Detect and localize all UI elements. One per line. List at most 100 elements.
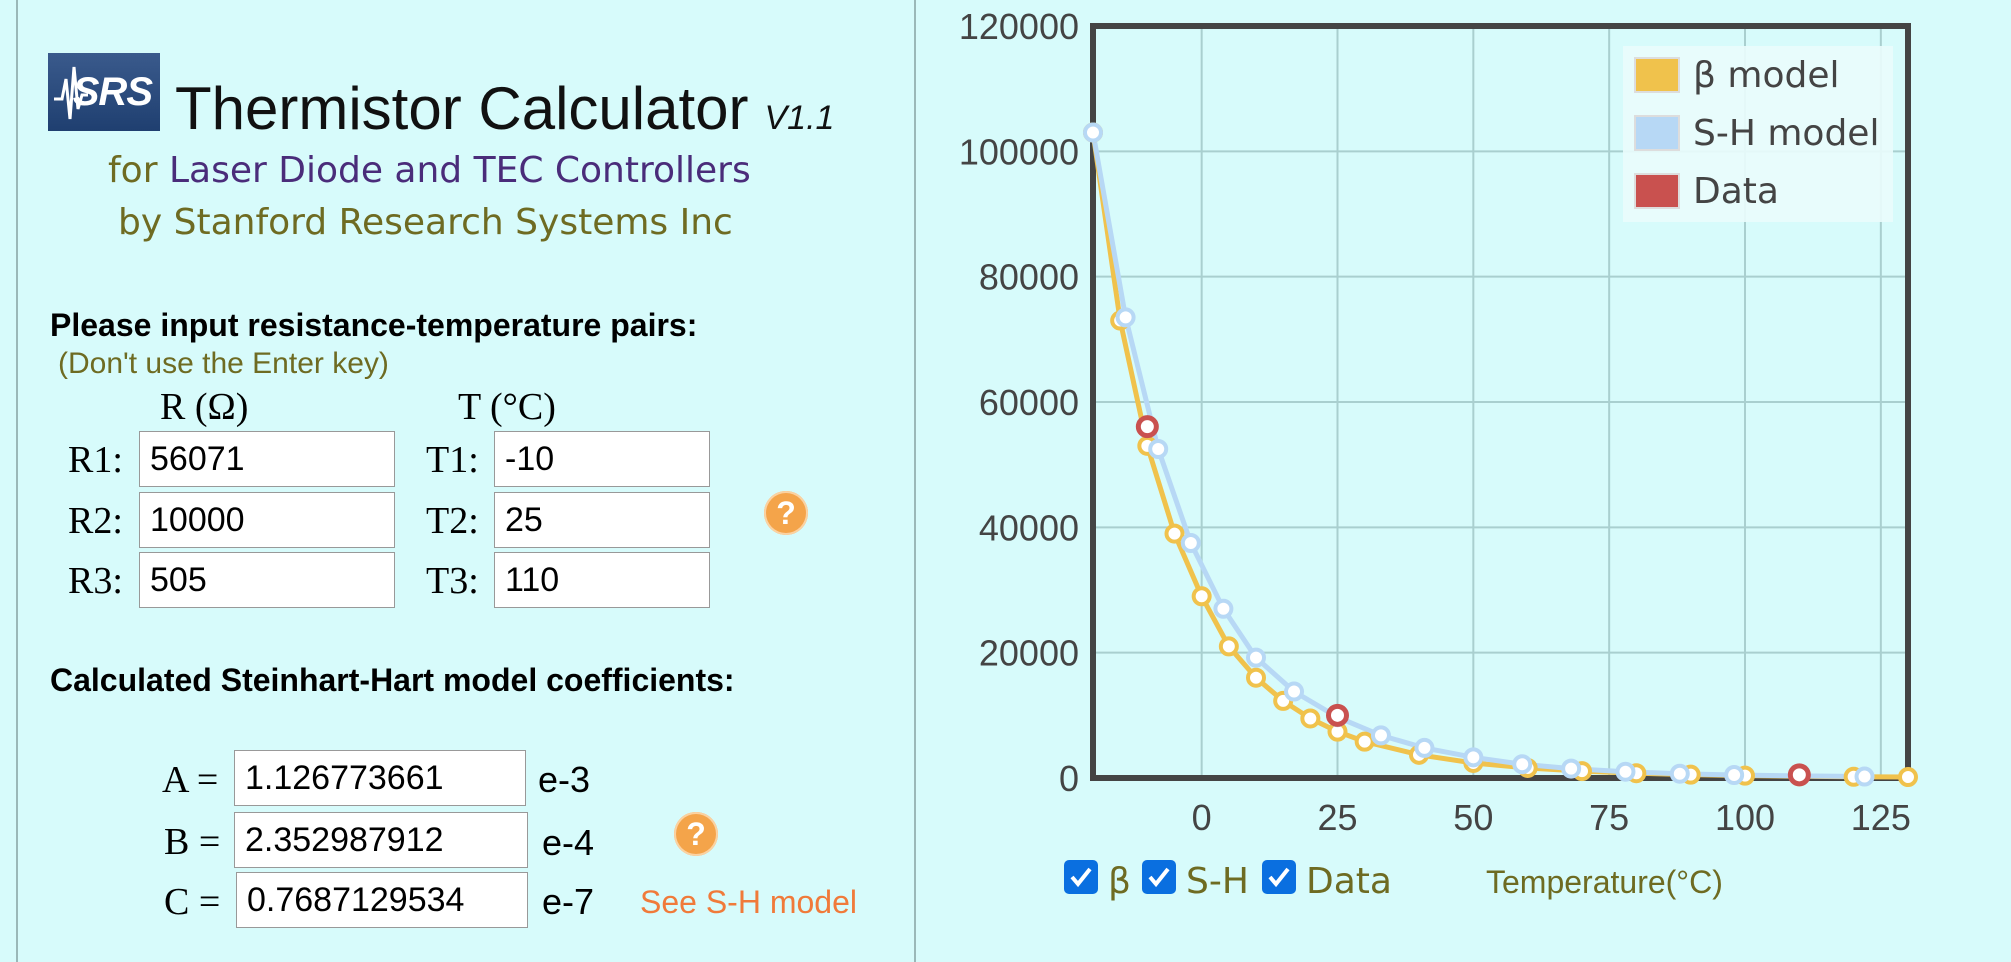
- page-title: Thermistor Calculator V1.1: [175, 74, 834, 143]
- logo-text: SRS: [72, 69, 153, 114]
- legend-label: β model: [1693, 55, 1840, 96]
- r2-label: R2:: [68, 500, 123, 542]
- sh-model-point[interactable]: [1414, 737, 1435, 758]
- beta-model-point[interactable]: [1300, 708, 1321, 729]
- y-tick-label: 20000: [979, 633, 1079, 674]
- r3-input[interactable]: [139, 552, 395, 608]
- coef-c-label: C =: [164, 881, 221, 923]
- legend-label: Data: [1693, 171, 1779, 212]
- measured-data-point[interactable]: [1787, 763, 1811, 787]
- t2-input[interactable]: [494, 492, 710, 548]
- version-label: V1.1: [764, 99, 835, 137]
- checkmark-icon: [1268, 867, 1290, 888]
- r1-label: R1:: [68, 439, 123, 481]
- data-toggle-label: Data: [1306, 861, 1392, 902]
- r3-label: R3:: [68, 560, 123, 602]
- checkmark-icon: [1070, 867, 1092, 888]
- y-tick-label: 60000: [979, 382, 1079, 423]
- beta-model-point[interactable]: [1898, 767, 1918, 788]
- legend-swatch: [1634, 173, 1680, 209]
- beta-model-point[interactable]: [1218, 636, 1239, 657]
- t1-label: T1:: [426, 439, 479, 481]
- data-checkbox[interactable]: [1262, 860, 1296, 894]
- y-tick-label: 0: [1059, 758, 1079, 799]
- beta-model-point[interactable]: [1354, 731, 1375, 752]
- r2-input[interactable]: [139, 492, 395, 548]
- input-help-icon[interactable]: ?: [764, 491, 808, 535]
- legend-swatch: [1634, 57, 1680, 93]
- x-tick-label: 0: [1192, 797, 1212, 838]
- coef-b-value[interactable]: [234, 812, 528, 868]
- coefficients-help-icon[interactable]: ?: [674, 812, 718, 856]
- title-text: Thermistor Calculator: [175, 75, 749, 142]
- sh-model-point[interactable]: [1463, 747, 1484, 768]
- beta-toggle-label: β: [1108, 861, 1131, 902]
- coef-a-value[interactable]: [234, 750, 526, 806]
- t3-input[interactable]: [494, 552, 710, 608]
- chart-area: 0 20000 40000 60000 80000 100000 120000 0 25 50 75…: [918, 0, 2011, 962]
- help-glyph: ?: [776, 494, 796, 531]
- coef-b-label: B =: [164, 821, 221, 863]
- measured-data-point[interactable]: [1326, 703, 1349, 727]
- srs-logo: SRS: [48, 53, 160, 131]
- sh-model-point[interactable]: [1180, 533, 1201, 553]
- subtitle-controllers: for Laser Diode and TEC Controllers: [108, 150, 751, 191]
- coef-a-exponent: e-3: [538, 759, 591, 800]
- y-tick-label: 80000: [979, 257, 1079, 298]
- y-tick-label: 120000: [959, 6, 1079, 47]
- sh-model-point[interactable]: [1083, 122, 1103, 143]
- resistance-temperature-chart: 0 20000 40000 60000 80000 100000 120000 0 25 50 75…: [959, 6, 1918, 838]
- subtitle-company: by Stanford Research Systems Inc: [118, 202, 733, 243]
- sh-model-point[interactable]: [1512, 754, 1533, 775]
- sh-model-point[interactable]: [1246, 647, 1266, 668]
- sh-model-point[interactable]: [1669, 763, 1690, 784]
- sh-model-point[interactable]: [1615, 761, 1636, 782]
- subtitle-for: for: [108, 150, 169, 191]
- sh-model-point[interactable]: [1115, 307, 1136, 328]
- help-glyph: ?: [686, 815, 706, 852]
- x-tick-label: 125: [1851, 797, 1911, 838]
- t2-label: T2:: [426, 500, 479, 542]
- input-panel: SRS Thermistor Calculator V1.1 for Laser …: [16, 0, 916, 962]
- coefficients-title: Calculated Steinhart-Hart model coeffici…: [50, 662, 735, 698]
- subtitle-accent: Laser Diode and TEC Controllers: [168, 150, 751, 191]
- beta-checkbox[interactable]: [1064, 860, 1098, 894]
- beta-model-point[interactable]: [1191, 586, 1212, 607]
- coef-c-exponent: e-7: [542, 881, 595, 922]
- beta-model-point[interactable]: [1164, 523, 1185, 544]
- see-sh-model-link[interactable]: See S-H model: [640, 884, 857, 920]
- x-tick-label: 75: [1589, 797, 1629, 838]
- input-prompt: Please input resistance-temperature pair…: [50, 307, 698, 343]
- sh-model-point[interactable]: [1854, 766, 1875, 787]
- t3-label: T3:: [426, 560, 479, 602]
- x-tick-label: 25: [1317, 797, 1357, 838]
- x-tick-label: 50: [1453, 797, 1493, 838]
- legend-label: S-H model: [1693, 113, 1879, 154]
- resistance-header: R (Ω): [160, 386, 249, 428]
- x-tick-label: 100: [1715, 797, 1775, 838]
- plot-border: [1090, 23, 1911, 781]
- waveform-icon: [54, 66, 88, 120]
- sh-model-point[interactable]: [1213, 598, 1234, 619]
- y-tick-label: 100000: [959, 131, 1079, 172]
- coef-c-value[interactable]: [236, 872, 528, 928]
- input-hint: (Don't use the Enter key): [58, 347, 389, 380]
- sh-model-point[interactable]: [1561, 758, 1582, 779]
- x-axis-label: Temperature(°C): [1486, 864, 1723, 900]
- temperature-header: T (°C): [458, 386, 556, 428]
- beta-model-point[interactable]: [1246, 667, 1266, 688]
- sh-model-point[interactable]: [1148, 439, 1169, 459]
- sh-model-point[interactable]: [1724, 764, 1745, 785]
- y-tick-label: 40000: [979, 507, 1079, 548]
- sh-model-point[interactable]: [1370, 725, 1391, 746]
- legend-swatch: [1634, 115, 1680, 151]
- t1-input[interactable]: [494, 431, 710, 487]
- coef-b-exponent: e-4: [542, 822, 595, 863]
- measured-data-point[interactable]: [1135, 415, 1159, 439]
- sh-checkbox[interactable]: [1142, 860, 1176, 894]
- coef-a-label: A =: [162, 759, 219, 801]
- sh-model-point[interactable]: [1284, 681, 1305, 702]
- checkmark-icon: [1148, 867, 1170, 888]
- r1-input[interactable]: [139, 431, 395, 487]
- sh-toggle-label: S-H: [1186, 861, 1249, 902]
